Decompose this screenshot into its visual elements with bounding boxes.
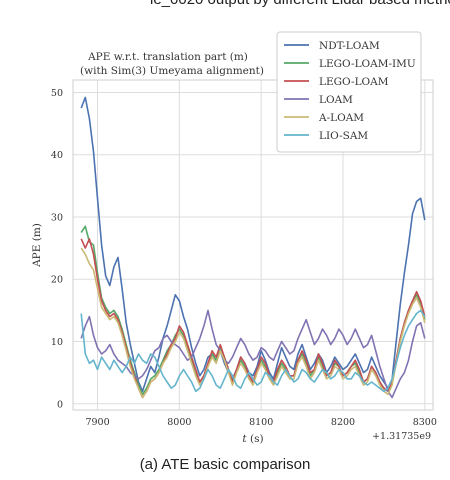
legend-label: LOAM (319, 94, 353, 106)
page-top-text: ie_0020 output by different Lidar based … (150, 0, 450, 13)
chart-legend: NDT-LOAM LEGO-LOAM-IMU LEGO-LOAM LOAM A-LOAM… (276, 31, 422, 153)
ape-chart: 7900 8000 8100 8200 8300 0 10 20 30 40 50 APE w.r.… (31, 31, 437, 445)
series-line-loam (80, 309, 426, 399)
series-line-ndt-loam (80, 96, 426, 393)
y-tick-label: 30 (51, 212, 63, 223)
x-tick-label: 8100 (249, 417, 273, 428)
legend-label: LEGO-LOAM (319, 76, 389, 88)
figure-caption: (a) ATE basic comparison (139, 456, 311, 473)
plot-frame (72, 79, 434, 411)
tick-labels: 7900 8000 8100 8200 8300 0 10 20 30 40 50 (51, 88, 437, 428)
legend-label: LIO-SAM (319, 130, 368, 142)
x-axis-label: t (s) (242, 433, 263, 445)
x-tick-label: 7900 (85, 417, 109, 428)
x-tick-label: 8300 (413, 417, 437, 428)
legend-label: NDT-LOAM (319, 40, 380, 52)
y-tick-label: 50 (51, 88, 63, 99)
legend-label: LEGO-LOAM-IMU (319, 58, 416, 70)
y-tick-label: 10 (51, 337, 63, 348)
y-tick-label: 0 (57, 399, 63, 410)
legend-box (276, 31, 422, 153)
legend-label: A-LOAM (318, 112, 364, 124)
series-line-a-loam (80, 247, 426, 399)
y-tick-label: 40 (51, 150, 63, 161)
chart-subtitle: (with Sim(3) Umeyama alignment) (80, 65, 264, 77)
series-line-lio-sam (80, 309, 426, 393)
series-layer (80, 96, 426, 399)
x-tick-label: 8000 (167, 417, 191, 428)
y-axis-label: APE (m) (31, 223, 43, 268)
y-tick-label: 20 (51, 275, 63, 286)
chart-title: APE w.r.t. translation part (m) (87, 51, 248, 63)
x-tick-label: 8200 (331, 417, 355, 428)
x-axis-offset: +1.31735e9 (372, 431, 431, 442)
